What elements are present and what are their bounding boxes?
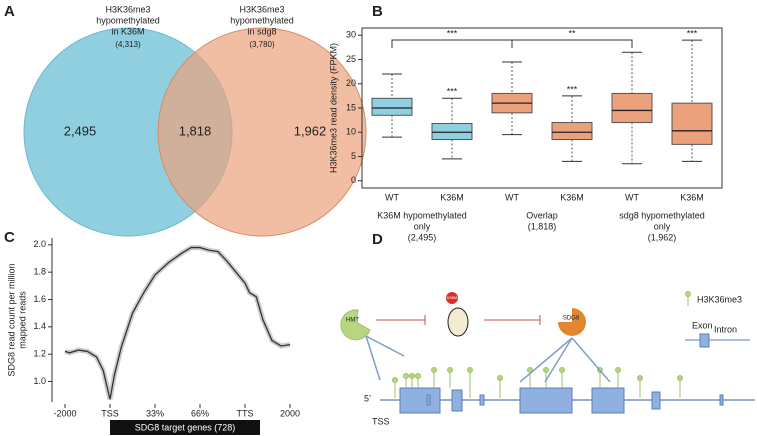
y-tick-label: 20 [346, 78, 356, 88]
nucleosome [447, 307, 469, 337]
plot-frame [361, 27, 723, 189]
box [431, 123, 473, 141]
box [551, 122, 593, 141]
line-band [64, 245, 291, 400]
set-name: H3K36me3 [239, 4, 284, 14]
group-label: Overlap [526, 210, 558, 220]
y-tick-label: 10 [346, 127, 356, 137]
set-name: in sdg8 [247, 26, 276, 36]
k36m-label: K36M [447, 295, 457, 300]
sdg8-label: SDG8 [563, 316, 580, 322]
y-tick-label: 1.6 [33, 294, 46, 304]
group-label: (2,495) [408, 232, 437, 242]
panel-label: A [4, 3, 15, 20]
y-axis-title: H3K36me3 read density (FPKM) [328, 43, 338, 173]
box-label: *** [567, 84, 578, 94]
panel-label: D [372, 231, 383, 248]
set-size: (4,313) [115, 40, 141, 49]
sdg8-shape [558, 308, 586, 336]
y-tick-label: 1.4 [33, 321, 46, 331]
y-tick-label: 1.8 [33, 267, 46, 277]
exon-label: Exon [692, 320, 713, 330]
hmt-label: HMT [346, 318, 359, 324]
x-tick-label: K36M [440, 192, 464, 202]
bracket [391, 39, 513, 48]
box-label: *** [687, 28, 698, 38]
y-axis-title: SDG8 read count per million [6, 263, 16, 376]
region-count: 2,495 [64, 123, 97, 138]
set-name: in K36M [111, 26, 144, 36]
x-tick-label: 66% [191, 408, 209, 418]
group-label: (1,818) [528, 221, 557, 231]
group-label: only [414, 221, 431, 231]
x-tick-label: WT [505, 192, 519, 202]
y-tick-label: 0 [351, 175, 356, 185]
box [371, 97, 413, 116]
x-tick-label: -2000 [53, 408, 76, 418]
k36m-dot [446, 292, 458, 304]
set-name: H3K36me3 [105, 4, 150, 14]
x-tick-label: WT [385, 192, 399, 202]
set-size: (3,780) [249, 40, 275, 49]
legend-exon [699, 333, 710, 348]
arrows [365, 335, 611, 383]
panel-label: C [4, 229, 15, 246]
box-label: *** [447, 87, 458, 97]
y-tick-label: 30 [346, 30, 356, 40]
line [64, 246, 291, 400]
bracket-label: ** [568, 28, 576, 38]
set-circle [157, 27, 367, 237]
y-axis-title: mapped reads [17, 291, 27, 349]
panel-label: B [372, 3, 383, 20]
y-tick-label: 5 [351, 151, 356, 161]
methyl-pins [392, 291, 691, 398]
x-tick-label: WT [625, 192, 639, 202]
group-label: only [654, 221, 671, 231]
region-count: 1,818 [179, 123, 212, 138]
bracket [511, 39, 633, 48]
intron-label: Intron [714, 324, 737, 334]
x-title-box [110, 420, 260, 435]
x-tick-label: TSS [101, 408, 119, 418]
tss-label: TSS [372, 416, 390, 426]
box [671, 102, 713, 145]
five-prime: 5’ [364, 393, 371, 403]
y-tick-label: 1.0 [33, 376, 46, 386]
set-name: hypomethylated [230, 15, 294, 25]
x-tick-label: 33% [146, 408, 164, 418]
group-label: (1,962) [648, 232, 677, 242]
box [611, 92, 653, 124]
legend-label: H3K36me3 [697, 294, 742, 304]
group-label: sdg8 hypomethylated [619, 210, 705, 220]
x-axis-title: SDG8 target genes (728) [135, 422, 236, 432]
y-tick-label: 2.0 [33, 239, 46, 249]
y-tick-label: 15 [346, 102, 356, 112]
y-tick-label: 1.2 [33, 349, 46, 359]
hmt-shape [340, 309, 371, 341]
region-count: 1,962 [294, 123, 327, 138]
x-tick-label: TTS [237, 408, 254, 418]
diagram: 5’ TSS H3K36me3 Exon [340, 291, 755, 426]
x-tick-label: 2000 [280, 408, 300, 418]
bracket-label: *** [447, 28, 458, 38]
x-tick-label: K36M [560, 192, 584, 202]
group-label: K36M hypomethylated [377, 210, 467, 220]
set-name: hypomethylated [96, 15, 160, 25]
x-tick-label: K36M [680, 192, 704, 202]
y-tick-label: 25 [346, 54, 356, 64]
